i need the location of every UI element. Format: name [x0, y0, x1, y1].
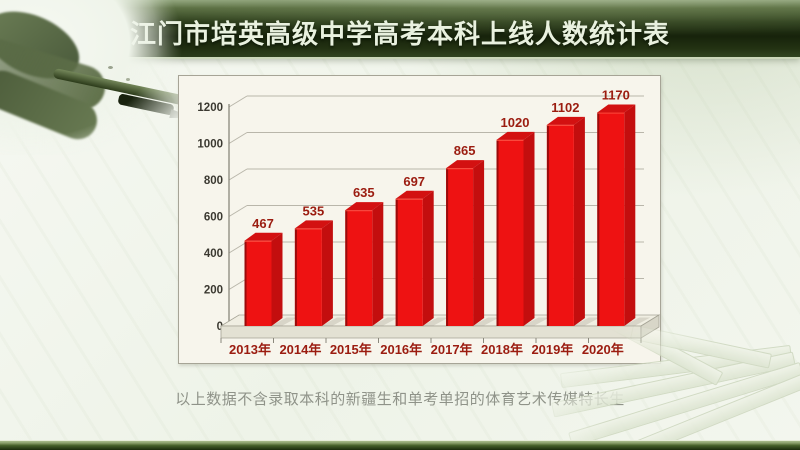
svg-text:635: 635: [353, 185, 375, 200]
paper-speck: [108, 66, 113, 69]
hand-pen-photo: [0, 0, 207, 155]
svg-text:2018年: 2018年: [481, 342, 523, 357]
bar-chart: 0 200 400 600 800 1000 1200 467 2013年 535 2014年 635…: [197, 87, 660, 357]
svg-text:1000: 1000: [197, 139, 223, 151]
footer-bar: [0, 440, 800, 450]
svg-text:2020年: 2020年: [582, 342, 624, 357]
svg-text:535: 535: [303, 203, 325, 218]
svg-text:600: 600: [204, 212, 223, 224]
svg-text:2017年: 2017年: [431, 342, 473, 357]
page-title: 江门市培英高级中学高考本科上线人数统计表: [129, 19, 670, 49]
svg-text:467: 467: [252, 216, 274, 231]
paper-speck: [126, 78, 130, 81]
svg-text:697: 697: [403, 174, 425, 189]
svg-text:1102: 1102: [551, 100, 579, 115]
papers-art: [550, 315, 800, 450]
svg-text:400: 400: [204, 248, 223, 260]
svg-text:1170: 1170: [602, 87, 630, 102]
svg-text:800: 800: [204, 175, 223, 187]
svg-text:1200: 1200: [197, 102, 223, 114]
svg-text:2019年: 2019年: [531, 342, 573, 357]
svg-text:2015年: 2015年: [330, 342, 372, 357]
svg-text:200: 200: [204, 285, 223, 297]
svg-text:2013年: 2013年: [229, 342, 271, 357]
svg-text:0: 0: [217, 321, 223, 333]
svg-text:2014年: 2014年: [279, 342, 321, 357]
chart-panel: 0 200 400 600 800 1000 1200 467 2013年 535 2014年 635…: [178, 75, 661, 364]
footnote-caption: 以上数据不含录取本科的新疆生和单考单招的体育艺术传媒特长生: [175, 391, 625, 408]
svg-text:2016年: 2016年: [380, 342, 422, 357]
svg-text:1020: 1020: [501, 115, 530, 130]
svg-text:865: 865: [454, 143, 476, 158]
